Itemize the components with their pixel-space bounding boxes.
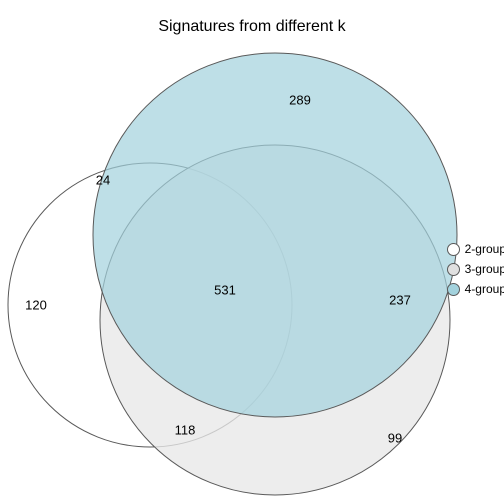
region-only-3: 99 — [388, 431, 402, 446]
legend: 2-group 3-group 4-group — [447, 238, 504, 300]
region-only-2: 120 — [25, 298, 47, 313]
legend-swatch-icon — [447, 283, 460, 296]
region-2-4: 24 — [96, 173, 110, 188]
legend-label: 3-group — [465, 262, 504, 276]
circle-4-group — [93, 53, 457, 417]
legend-item-3-group: 3-group — [447, 260, 504, 278]
venn-svg — [0, 0, 504, 504]
region-only-4: 289 — [289, 93, 311, 108]
region-2-3: 118 — [175, 423, 196, 438]
legend-label: 2-group — [465, 242, 504, 256]
region-3-4: 237 — [389, 293, 411, 308]
legend-label: 4-group — [465, 282, 504, 296]
legend-item-4-group: 4-group — [447, 280, 504, 298]
region-2-3-4: 531 — [214, 283, 236, 298]
legend-swatch-icon — [447, 263, 460, 276]
venn-diagram: Signatures from different k 120 99 289 2… — [0, 0, 504, 504]
legend-item-2-group: 2-group — [447, 240, 504, 258]
legend-swatch-icon — [447, 243, 460, 256]
